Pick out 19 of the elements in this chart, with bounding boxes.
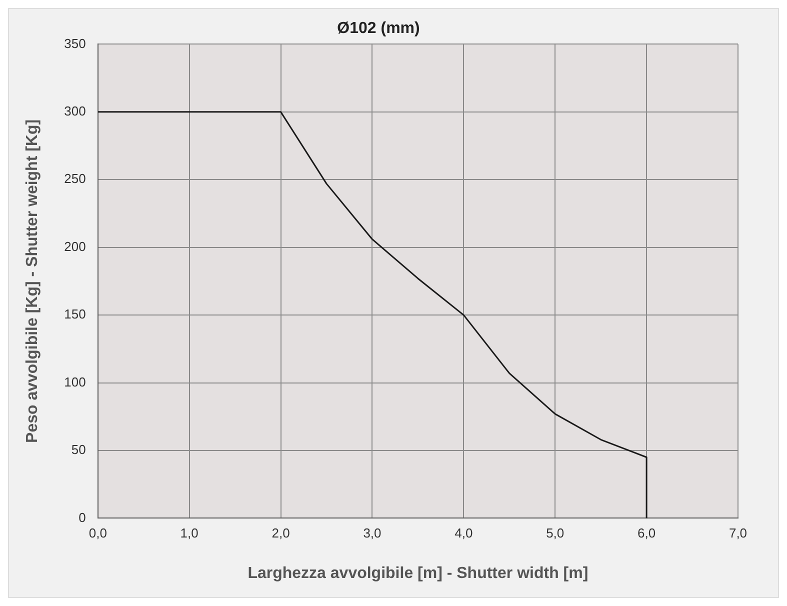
x-tick-label: 1,0 <box>180 526 198 541</box>
x-tick-label: 2,0 <box>272 526 290 541</box>
y-axis-title: Peso avvolgibile [Kg] - Shutter weight [Kg] <box>24 119 42 443</box>
y-tick-label: 50 <box>71 442 86 458</box>
y-tick-label: 350 <box>64 36 86 51</box>
x-axis-title: Larghezza avvolgibile [m] - Shutter width [m] <box>248 564 588 582</box>
y-tick-label: 300 <box>64 103 86 118</box>
chart-title: Ø102 (mm) <box>337 20 420 38</box>
y-tick-label: 150 <box>64 306 86 322</box>
y-tick-label: 250 <box>64 171 86 186</box>
x-tick-label: 3,0 <box>363 526 382 541</box>
x-tick-label: 4,0 <box>454 526 473 541</box>
x-tick-label: 5,0 <box>546 526 564 541</box>
x-tick-label: 7,0 <box>728 526 748 541</box>
x-tick-label: 6,0 <box>638 526 656 541</box>
x-tick-label: 0,0 <box>88 526 107 541</box>
y-tick-label: 100 <box>64 374 86 390</box>
y-tick-label: 200 <box>64 238 86 254</box>
y-tick-label: 0 <box>78 510 86 525</box>
